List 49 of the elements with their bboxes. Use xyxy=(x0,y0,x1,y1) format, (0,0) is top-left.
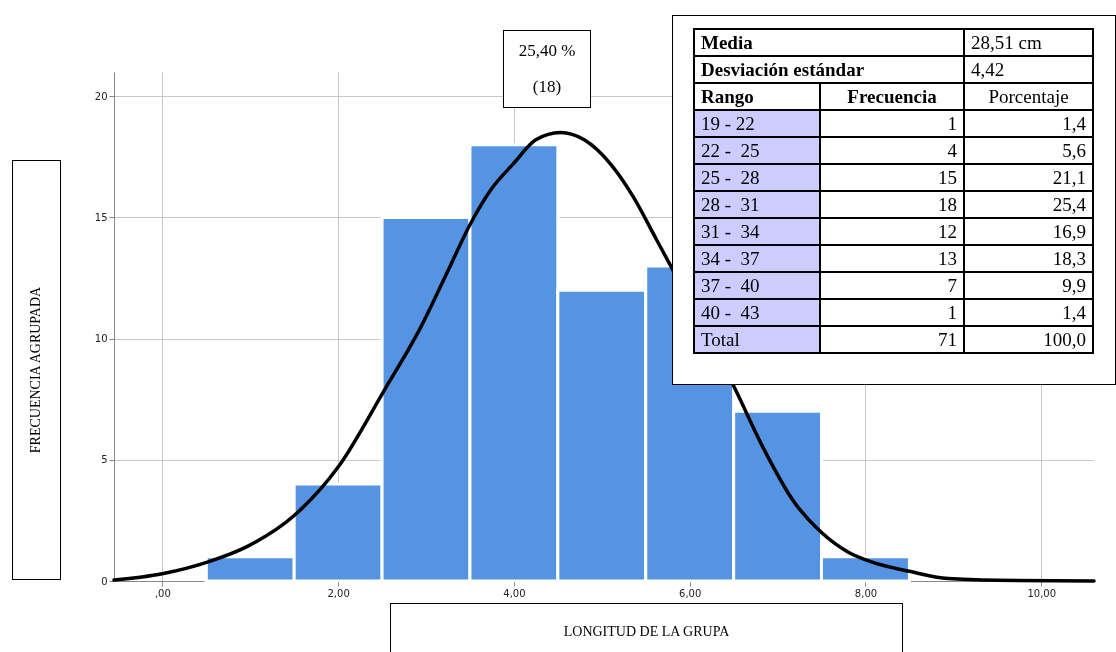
annotation: 5,6 xyxy=(964,137,1093,164)
annotation: 31 - 34 xyxy=(694,218,820,245)
x-tick-label: ,00 xyxy=(154,587,171,599)
annotation: Rango xyxy=(694,83,820,110)
annotation: 7 xyxy=(820,272,964,299)
annotation: 13 xyxy=(820,245,964,272)
annotation: 12 xyxy=(820,218,964,245)
y-tick-label: 5 xyxy=(101,454,108,466)
annotation: 1,4 xyxy=(964,110,1093,137)
y-tick-label: 20 xyxy=(94,90,108,102)
y-axis-title: FRECUENCIA AGRUPADA xyxy=(28,286,45,454)
x-tick-label: 10,00 xyxy=(1027,587,1057,599)
y-tick-label: 0 xyxy=(101,575,108,587)
annotation: 100,0 xyxy=(964,326,1093,353)
x-tick-label: 6,00 xyxy=(679,587,702,599)
x-tick-label: 4,00 xyxy=(503,587,526,599)
annotation: 15 xyxy=(820,164,964,191)
annotation: Porcentaje xyxy=(964,83,1093,110)
annotation: 71 xyxy=(820,326,964,353)
annotation: 4 xyxy=(820,137,964,164)
x-axis-title: LONGITUD DE LA GRUPA xyxy=(390,603,903,652)
annotation: 25 - 28 xyxy=(694,164,820,191)
annotation: 1 xyxy=(820,110,964,137)
text: 28,51 cm xyxy=(971,32,1042,53)
annotation: 1 xyxy=(820,299,964,326)
annotation: 37 - 40 xyxy=(694,272,820,299)
y-tick-label: 15 xyxy=(94,211,108,223)
annotation: 25,4 xyxy=(964,191,1093,218)
annotation: (18) xyxy=(531,76,563,98)
annotation: 18 xyxy=(820,191,964,218)
annotation: Desviación estándar xyxy=(694,56,964,83)
label-box: 25,40 % (18) xyxy=(503,30,591,108)
x-tick-label: 2,00 xyxy=(327,587,350,599)
y-tick-label: 10 xyxy=(94,333,108,345)
annotation: 18,3 xyxy=(964,245,1093,272)
annotation: 9,9 xyxy=(964,272,1093,299)
annotation: 1,4 xyxy=(964,299,1093,326)
annotation: 22 - 25 xyxy=(694,137,820,164)
text: Media xyxy=(701,32,753,53)
x-tick-label: 8,00 xyxy=(854,587,878,599)
annotation: 4,42 xyxy=(964,56,1093,83)
annotation: 28 - 31 xyxy=(694,191,820,218)
annotation: Total xyxy=(694,326,820,353)
annotation: 21,1 xyxy=(964,164,1093,191)
annotation: 40 - 43 xyxy=(694,299,820,326)
annotation: 16,9 xyxy=(964,218,1093,245)
annotation: 19 - 22 xyxy=(694,110,820,137)
annotation: Frecuencia xyxy=(820,83,964,110)
annotation: 34 - 37 xyxy=(694,245,820,272)
